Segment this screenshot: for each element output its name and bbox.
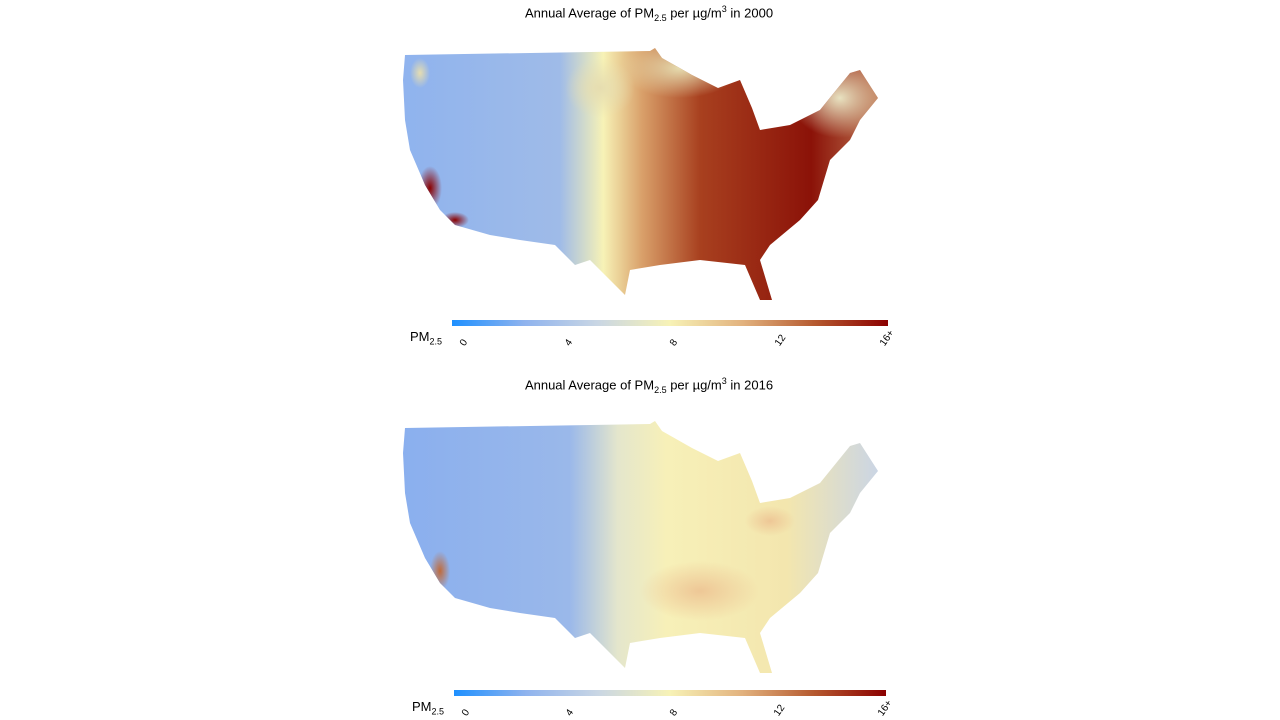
colorbar-tick: 12 [773,332,789,349]
colorbar-label-2000: PM2.5 [410,329,443,347]
colorbar-tick: 0 [460,707,473,719]
map-title-2016: Annual Average of PM2.5 per µg/m3 in 201… [524,376,774,395]
colorbar-2016 [454,690,886,696]
colorbar-tick: 12 [772,702,788,719]
colorbar-label-2016: PM2.5 [412,699,445,717]
colorbar-tick: 16+ [878,328,897,349]
colorbar-2000 [452,320,888,326]
colorbar-tick: 16+ [876,698,895,719]
pm25-map-2016 [403,421,878,673]
colorbar-tick: 4 [564,707,577,719]
colorbar-tick: 8 [668,337,681,349]
colorbar-tick: 4 [563,337,576,349]
map-title-2000: Annual Average of PM2.5 per µg/m3 in 200… [524,4,774,23]
colorbar-tick: 8 [668,707,681,719]
pm25-map-2000 [403,48,878,300]
colorbar-tick: 0 [458,337,471,349]
